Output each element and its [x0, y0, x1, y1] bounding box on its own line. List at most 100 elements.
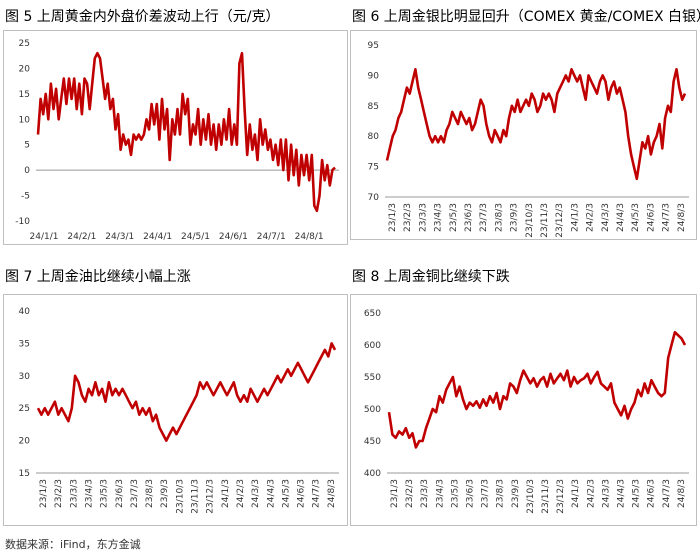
y-tick-label: 70	[368, 193, 380, 203]
x-tick-label: 23/7/3	[481, 479, 491, 508]
x-tick-label: 24/4/1	[143, 232, 172, 242]
x-tick-label: 23/1/3	[388, 203, 398, 232]
x-tick-label: 23/9/3	[510, 203, 520, 232]
x-tick-label: 24/3/3	[601, 203, 611, 232]
chart-title-7: 图 7 上周金油比继续小幅上涨	[5, 269, 191, 285]
x-tick-label: 23/9/3	[511, 479, 521, 508]
x-tick-label: 24/6/3	[646, 203, 656, 232]
y-tick-label: 0	[24, 166, 30, 176]
y-tick-label: 15	[19, 90, 30, 100]
chart-8: 650 600 550 500 450 400 23/1/3 23/2/3 23/3/3 23/4…	[350, 294, 697, 526]
x-tick-label: 23/8/3	[494, 203, 504, 232]
y-tick-label: -5	[21, 192, 30, 202]
chart-title-8: 图 8 上周金铜比继续下跌	[352, 269, 510, 285]
x-tick-label: 24/2/3	[236, 479, 246, 508]
x-tick-label: 23/8/3	[496, 479, 506, 508]
x-tick-label: 23/2/3	[54, 479, 64, 508]
chart-5: 25 20 15 10 5 0 -5 -10 24/1/1 24/2/1 24/3/1 24/4/1 2…	[3, 30, 348, 245]
x-tick-label: 23/6/3	[466, 479, 476, 508]
y-tick-label: 95	[368, 41, 379, 51]
x-tick-label: 24/2/3	[586, 203, 596, 232]
y-tick-label: 400	[364, 469, 381, 479]
x-tick-label: 23/2/3	[403, 203, 413, 232]
x-tick-label: 23/10/3	[175, 479, 185, 514]
x-tick-label: 23/3/3	[418, 203, 428, 232]
series-line	[387, 330, 687, 449]
x-tick-label: 24/7/3	[662, 203, 672, 232]
series-line	[36, 51, 336, 213]
x-tick-label: 23/12/3	[206, 479, 216, 514]
chart-7-plot: 40 35 30 25 20 15 23/1/3 23/2/3 23/3/3 23/4/3 23/5…	[19, 307, 339, 514]
y-tick-label: 25	[19, 39, 30, 49]
x-tick-label: 24/6/3	[297, 479, 307, 508]
x-tick-label: 24/2/1	[67, 232, 96, 242]
x-tick-label: 23/4/3	[435, 479, 445, 508]
y-tick-label: 550	[364, 373, 381, 383]
x-tick-label: 24/2/3	[586, 479, 596, 508]
y-tick-label: 25	[19, 404, 30, 414]
x-tick-label: 24/5/3	[281, 479, 291, 508]
y-tick-label: 500	[364, 405, 381, 415]
x-tick-label: 24/7/3	[312, 479, 322, 508]
x-tick-label: 23/3/3	[420, 479, 430, 508]
x-tick-label: 24/5/1	[181, 232, 210, 242]
chart-6-plot: 95 90 85 80 75 70 23/1/3 23/2/3 23/3/3 23/4/3 23/5…	[368, 41, 689, 238]
x-tick-label: 24/5/3	[631, 203, 641, 232]
y-tick-label: 30	[19, 372, 31, 382]
x-tick-label: 23/1/3	[39, 479, 49, 508]
y-tick-label: 40	[19, 307, 31, 317]
y-tick-label: 450	[364, 437, 381, 447]
y-tick-label: 650	[364, 309, 381, 319]
x-tick-label: 24/8/3	[677, 203, 687, 232]
x-tick-label: 24/6/1	[219, 232, 248, 242]
y-tick-label: 85	[368, 102, 379, 112]
x-tick-label: 24/5/3	[632, 479, 642, 508]
x-tick-label: 24/8/3	[327, 479, 337, 508]
x-tick-label: 23/5/3	[100, 479, 110, 508]
data-source-note: 数据来源：iFind，东方金诚	[5, 538, 141, 551]
x-tick-label: 24/1/1	[30, 232, 59, 242]
x-tick-label: 23/3/3	[69, 479, 79, 508]
x-tick-label: 24/6/3	[647, 479, 657, 508]
chart-8-plot: 650 600 550 500 450 400 23/1/3 23/2/3 23/3/3 23/4…	[364, 309, 689, 514]
x-tick-label: 24/1/3	[571, 479, 581, 508]
y-tick-label: 35	[19, 339, 30, 349]
series-line	[385, 68, 687, 181]
y-tick-label: 20	[19, 64, 31, 74]
y-tick-label: 80	[368, 132, 380, 142]
y-tick-label: 90	[368, 71, 380, 81]
x-tick-label: 23/2/3	[405, 479, 415, 508]
x-tick-label: 24/1/3	[221, 479, 231, 508]
x-tick-label: 23/7/3	[479, 203, 489, 232]
x-tick-label: 24/7/1	[257, 232, 286, 242]
chart-title-6: 图 6 上周金银比明显回升（COMEX 黄金/COMEX 白银）	[352, 9, 700, 25]
x-tick-label: 24/1/3	[570, 203, 580, 232]
x-tick-label: 23/5/3	[450, 479, 460, 508]
x-tick-label: 24/8/1	[295, 232, 324, 242]
y-tick-label: 15	[19, 469, 30, 479]
x-tick-label: 23/9/3	[160, 479, 170, 508]
x-tick-label: 23/6/3	[464, 203, 474, 232]
chart-6: 95 90 85 80 75 70 23/1/3 23/2/3 23/3/3 23/4/3 23/5…	[350, 30, 697, 240]
y-tick-label: 10	[19, 115, 31, 125]
x-tick-label: 24/3/3	[601, 479, 611, 508]
y-tick-label: 600	[364, 341, 381, 351]
x-tick-label: 24/4/3	[617, 479, 627, 508]
y-tick-label: -10	[15, 217, 30, 227]
y-tick-label: 5	[24, 141, 30, 151]
y-tick-label: 20	[19, 437, 31, 447]
x-tick-label: 24/8/3	[677, 479, 687, 508]
x-tick-label: 24/4/3	[266, 479, 276, 508]
chart-title-5: 图 5 上周黄金内外盘价差波动上行（元/克）	[5, 9, 280, 25]
x-tick-label: 23/11/3	[540, 203, 550, 238]
x-tick-label: 24/3/3	[251, 479, 261, 508]
x-tick-label: 23/10/3	[525, 203, 535, 238]
x-tick-label: 23/5/3	[449, 203, 459, 232]
x-tick-label: 23/6/3	[115, 479, 125, 508]
x-tick-label: 23/11/3	[541, 479, 551, 514]
x-tick-label: 23/10/3	[526, 479, 536, 514]
series-line	[36, 342, 337, 442]
x-tick-label: 24/4/3	[616, 203, 626, 232]
x-tick-label: 23/8/3	[145, 479, 155, 508]
